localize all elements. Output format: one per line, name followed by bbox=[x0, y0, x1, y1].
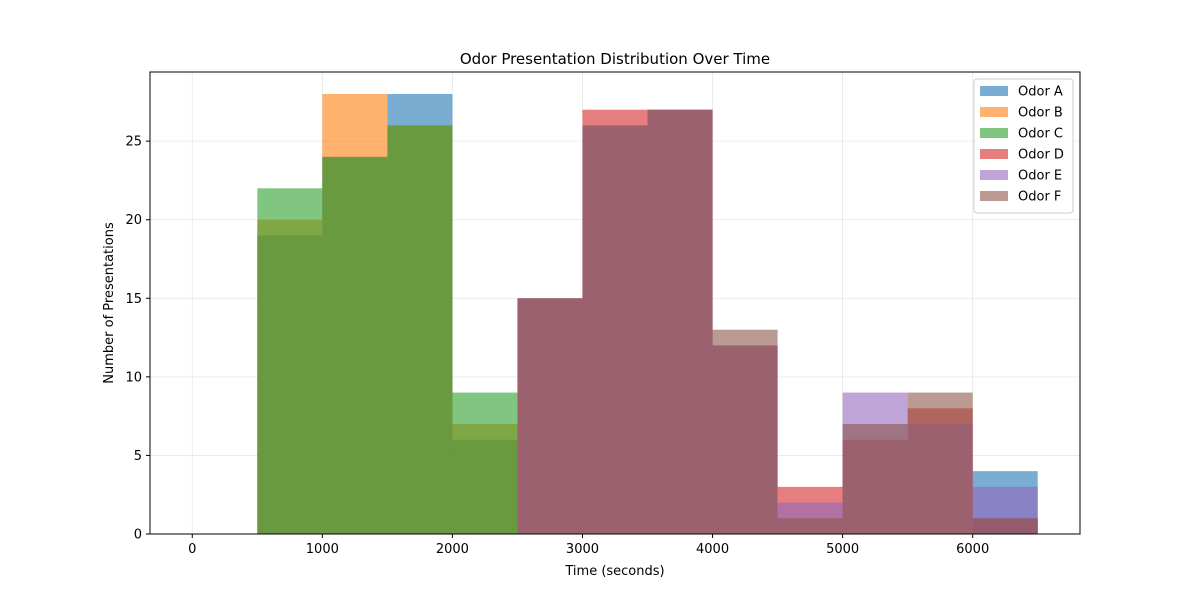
histogram-bar bbox=[842, 424, 908, 534]
histogram-bar bbox=[972, 518, 1038, 534]
legend-label: Odor F bbox=[1018, 190, 1061, 205]
y-tick-label: 10 bbox=[125, 370, 142, 385]
y-axis-label: Number of Presentations bbox=[102, 222, 117, 384]
x-axis-label: Time (seconds) bbox=[564, 564, 664, 579]
histogram-bar bbox=[322, 156, 388, 534]
histogram-bar bbox=[907, 392, 973, 534]
histogram-bar bbox=[257, 188, 323, 535]
histogram-bar bbox=[777, 518, 843, 534]
legend-swatch bbox=[980, 86, 1008, 96]
x-tick-label: 6000 bbox=[956, 542, 989, 557]
legend: Odor A Odor B Odor C Odor D Odor E Odor F bbox=[973, 78, 1074, 214]
x-tick-label: 4000 bbox=[696, 542, 729, 557]
histogram-bars bbox=[257, 94, 1038, 535]
x-axis: 0 1000 2000 3000 4000 5000 6000 bbox=[188, 534, 989, 557]
legend-label: Odor B bbox=[1018, 106, 1063, 121]
chart-title: Odor Presentation Distribution Over Time bbox=[460, 50, 770, 68]
x-tick-label: 3000 bbox=[566, 542, 599, 557]
histogram-bar bbox=[712, 329, 778, 534]
legend-swatch bbox=[980, 191, 1008, 201]
y-axis: 0 5 10 15 20 25 bbox=[125, 135, 150, 543]
histogram-bar bbox=[387, 125, 453, 534]
legend-label: Odor A bbox=[1018, 85, 1063, 100]
histogram-bar bbox=[582, 125, 648, 534]
legend-swatch bbox=[980, 170, 1008, 180]
legend-swatch bbox=[980, 128, 1008, 138]
y-tick-label: 0 bbox=[134, 528, 142, 543]
x-tick-label: 2000 bbox=[436, 542, 469, 557]
y-tick-label: 15 bbox=[125, 292, 142, 307]
legend-label: Odor C bbox=[1018, 127, 1063, 142]
legend-label: Odor D bbox=[1018, 148, 1064, 163]
plot-frame bbox=[149, 71, 1081, 535]
x-tick-label: 0 bbox=[188, 542, 196, 557]
y-tick-label: 5 bbox=[134, 449, 142, 464]
histogram-bar bbox=[517, 298, 583, 534]
histogram-bar bbox=[647, 109, 713, 534]
legend-label: Odor E bbox=[1018, 169, 1062, 184]
legend-swatch bbox=[980, 107, 1008, 117]
y-tick-label: 25 bbox=[125, 135, 142, 150]
y-tick-label: 20 bbox=[125, 213, 142, 228]
x-tick-label: 1000 bbox=[306, 542, 339, 557]
x-tick-label: 5000 bbox=[826, 542, 859, 557]
histogram-bar bbox=[452, 392, 518, 534]
legend-swatch bbox=[980, 149, 1008, 159]
